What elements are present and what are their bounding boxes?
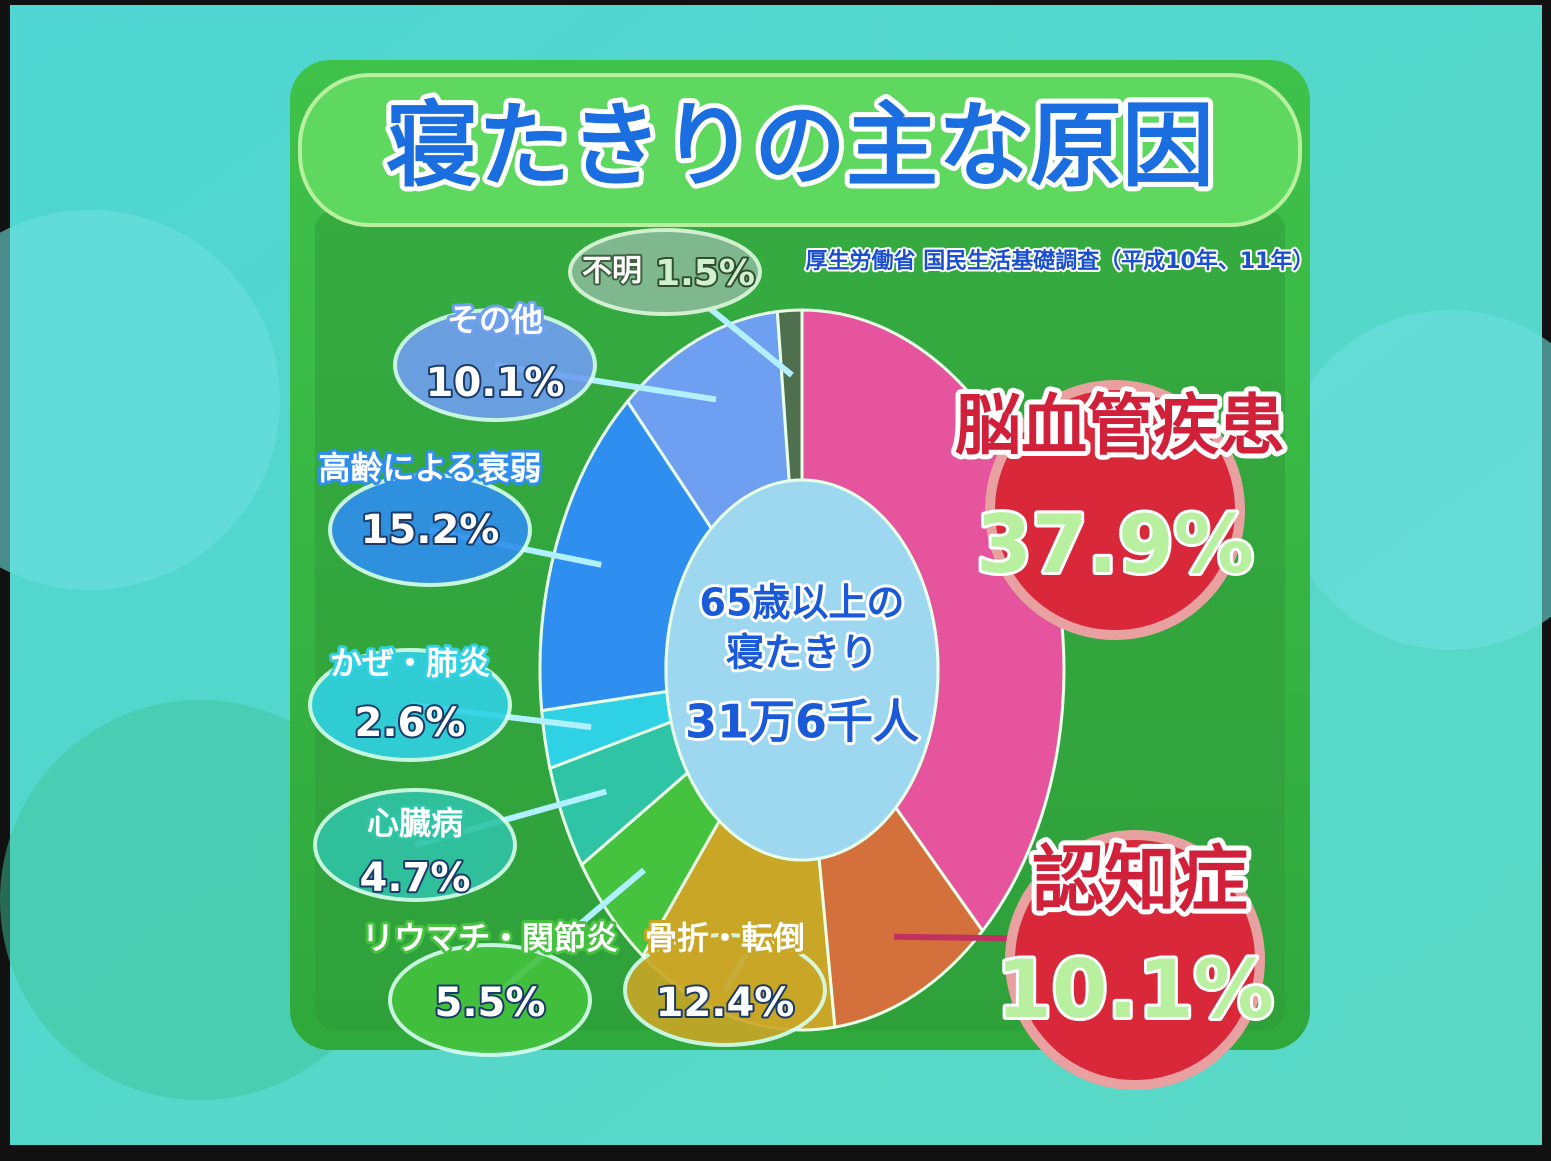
value-label: 37.9%	[976, 498, 1254, 591]
category-label: 心臓病	[367, 804, 463, 842]
decoration	[0, 210, 280, 590]
value-label: 2.6%	[355, 700, 466, 746]
label-bubble	[388, 943, 592, 1057]
value-label: 10.1%	[426, 360, 565, 406]
value-label: 1.5%	[655, 253, 755, 294]
labels: 脳血管疾患 37.9% 認知症 10.1% 骨折・転倒 12.4% リウマチ・関節炎 5.5%…	[308, 228, 1290, 1090]
center-text: 65歳以上の	[700, 581, 905, 625]
label-bubble	[308, 648, 512, 762]
chart-title: 寝たきりの主な原因	[386, 92, 1214, 199]
category-label: リウマチ・関節炎	[362, 919, 618, 957]
category-label: 骨折・転倒	[645, 919, 805, 957]
category-label: 脳血管疾患	[955, 387, 1285, 464]
title-banner	[298, 73, 1302, 227]
label-bubble	[623, 933, 827, 1047]
value-label: 12.4%	[656, 980, 795, 1026]
category-label: かぜ・肺炎	[330, 644, 490, 682]
center-disc	[664, 478, 940, 862]
label-bubble	[568, 228, 762, 316]
label-badge	[985, 380, 1245, 640]
value-label: 15.2%	[361, 507, 500, 553]
label-bubble	[313, 788, 517, 902]
center-text: 寝たきり	[726, 631, 878, 675]
category-label: 高齢による衰弱	[318, 449, 541, 487]
label-badge	[1005, 830, 1265, 1090]
label-bubble	[393, 308, 597, 422]
source: 厚生労働省 国民生活基礎調査（平成10年、11年）	[806, 248, 1315, 274]
center-text: 31万6千人	[685, 695, 919, 749]
category-label: 不明	[582, 254, 642, 289]
category-label: 認知症	[1032, 838, 1248, 922]
value-label: 10.1%	[996, 943, 1274, 1036]
decoration	[1280, 310, 1551, 650]
value-label: 4.7%	[360, 855, 471, 901]
value-label: 5.5%	[435, 980, 546, 1026]
label-bubble	[328, 473, 532, 587]
category-label: その他	[447, 301, 543, 339]
